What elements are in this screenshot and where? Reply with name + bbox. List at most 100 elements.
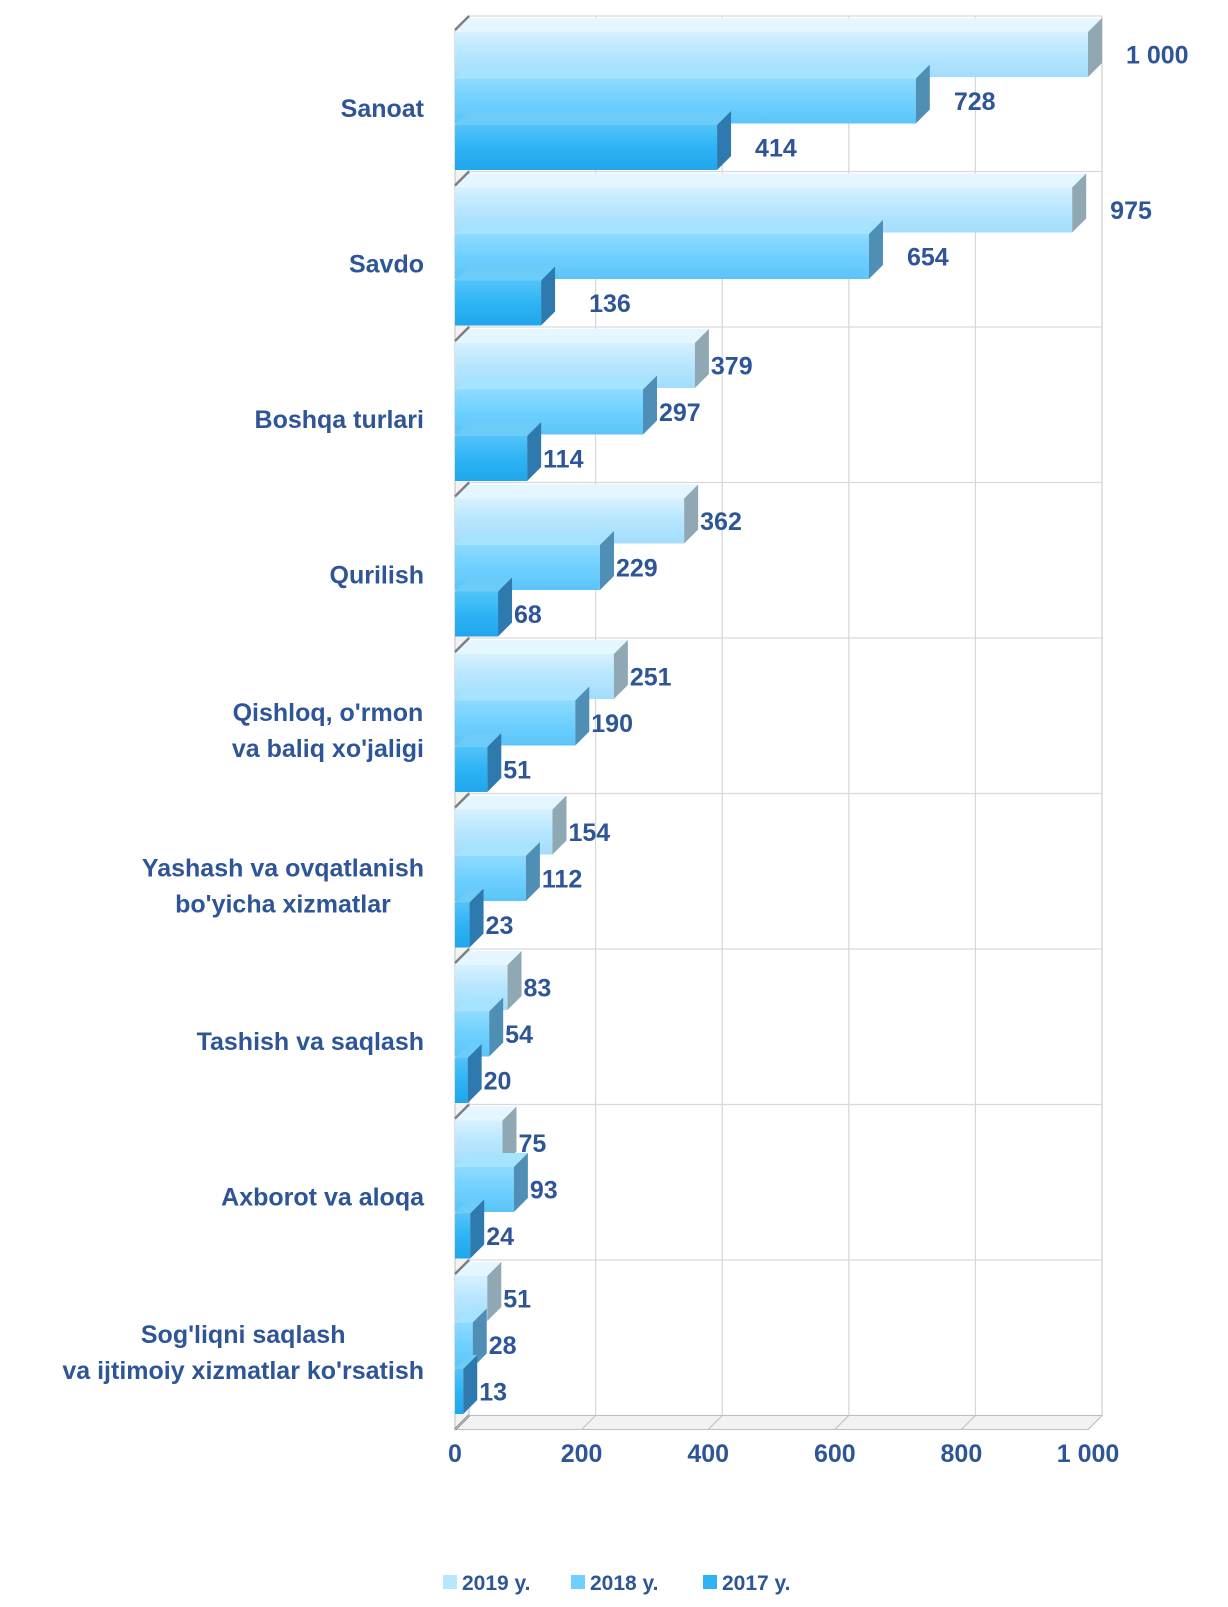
legend-label: 2019 y. <box>462 1572 531 1595</box>
floor-wall <box>453 1415 1104 1430</box>
value-label: 24 <box>486 1223 514 1251</box>
floor-tick-line <box>961 1415 976 1430</box>
category-separator <box>454 948 470 964</box>
category-separator <box>454 1259 470 1275</box>
bar-end-face <box>1088 18 1102 77</box>
floor-tick-line <box>454 1415 470 1430</box>
bar-end-face <box>507 951 522 1010</box>
category-separator <box>454 637 470 653</box>
bar-top-face <box>455 951 522 965</box>
bar <box>455 733 502 792</box>
bar-end-face <box>552 795 567 855</box>
value-label: 28 <box>489 1332 517 1360</box>
bar-top-face <box>455 888 484 903</box>
value-label: 975 <box>1110 197 1152 225</box>
bar-top-face <box>455 531 614 545</box>
bar <box>455 266 556 326</box>
bar-front-face <box>455 436 528 481</box>
bar-top-face <box>455 1262 502 1276</box>
value-label: 83 <box>524 975 552 1003</box>
value-label: 154 <box>568 819 610 847</box>
bar-top-face <box>455 1308 487 1323</box>
bar-end-face <box>541 266 556 326</box>
category-label-line: Qishloq, o'rmon <box>233 699 424 727</box>
bar-top-face <box>455 266 556 281</box>
category-label: Boshqa turlari <box>255 406 424 434</box>
category-separator <box>454 792 470 809</box>
bar-end-face <box>470 1199 485 1259</box>
x-tick-label: 400 <box>687 1440 729 1468</box>
bar-top-face <box>455 375 658 390</box>
category-label-line: Sanoat <box>341 95 425 123</box>
category-separator <box>454 481 470 498</box>
value-label: 362 <box>700 508 742 536</box>
x-axis-ticks: 0 200 400 600 800 1 000 <box>448 1440 1119 1468</box>
bar <box>455 1044 482 1103</box>
value-label: 654 <box>907 244 949 272</box>
category-label: Qishloq, o'rmon va baliq xo'jaligi <box>232 699 424 763</box>
bar-top-face <box>455 1355 478 1369</box>
bar-top-face <box>455 577 513 592</box>
bar-top-face <box>455 842 540 856</box>
legend-label: 2018 y. <box>590 1572 659 1595</box>
bar-front-face <box>455 902 470 948</box>
bar <box>455 888 484 948</box>
bar-top-face <box>455 484 699 499</box>
bar-top-face <box>455 111 732 125</box>
category-label-line: Yashash va ovqatlanish <box>142 854 424 882</box>
value-label: 75 <box>518 1130 546 1158</box>
x-tick-label: 800 <box>941 1440 983 1468</box>
bar <box>455 842 540 901</box>
legend-swatch <box>443 1575 457 1589</box>
value-label: 297 <box>659 399 701 427</box>
value-label: 1 000 <box>1126 42 1189 70</box>
bar-end-face <box>469 888 484 948</box>
bar-end-face <box>472 1308 487 1368</box>
value-label: 251 <box>630 664 672 692</box>
bar-end-face <box>575 686 590 746</box>
x-tick-label: 0 <box>448 1440 462 1468</box>
bar <box>455 1355 478 1414</box>
category-label-line: va baliq xo'jaligi <box>232 735 424 763</box>
bar-top-face <box>455 1044 482 1058</box>
bar-end-face <box>502 1106 517 1166</box>
bar-end-face <box>498 577 513 637</box>
bar-front-face <box>455 1058 468 1103</box>
category-label-line: Qurilish <box>330 561 424 589</box>
bar-top-face <box>455 329 709 343</box>
bar-end-face <box>868 220 883 279</box>
bar-top-face <box>455 18 1102 32</box>
value-label: 190 <box>591 710 633 738</box>
value-label: 136 <box>589 290 631 318</box>
bar-end-face <box>487 733 502 792</box>
bar-end-face <box>694 329 709 388</box>
category-separator <box>454 15 470 31</box>
bar-end-face <box>467 1044 482 1103</box>
bar-top-face <box>455 733 502 747</box>
value-label: 229 <box>616 555 658 583</box>
category-separator <box>454 170 470 187</box>
bar-end-face <box>599 531 614 590</box>
x-tick-label: 200 <box>561 1440 603 1468</box>
bar-end-face <box>717 111 732 170</box>
category-label-line: Tashish va saqlash <box>197 1028 424 1056</box>
category-label-line: Axborot va aloqa <box>221 1183 425 1211</box>
category-label: Axborot va aloqa <box>221 1183 425 1211</box>
bar-end-face <box>487 1262 502 1321</box>
bar-end-face <box>915 64 930 124</box>
bar-front-face <box>455 280 542 326</box>
legend-item: 2017 y. <box>703 1572 791 1595</box>
bar-front-face <box>455 1369 464 1414</box>
bar-end-face <box>1072 173 1087 233</box>
bar <box>455 1199 485 1259</box>
bar-end-face <box>527 422 542 481</box>
value-label: 13 <box>479 1379 507 1407</box>
category-label-line: Savdo <box>349 250 424 278</box>
bar-front-face <box>455 747 488 792</box>
value-label: 379 <box>711 353 753 381</box>
category-label: Savdo <box>349 250 424 278</box>
legend-label: 2017 y. <box>722 1572 791 1595</box>
bar-end-face <box>684 484 699 544</box>
value-label: 93 <box>530 1177 558 1205</box>
